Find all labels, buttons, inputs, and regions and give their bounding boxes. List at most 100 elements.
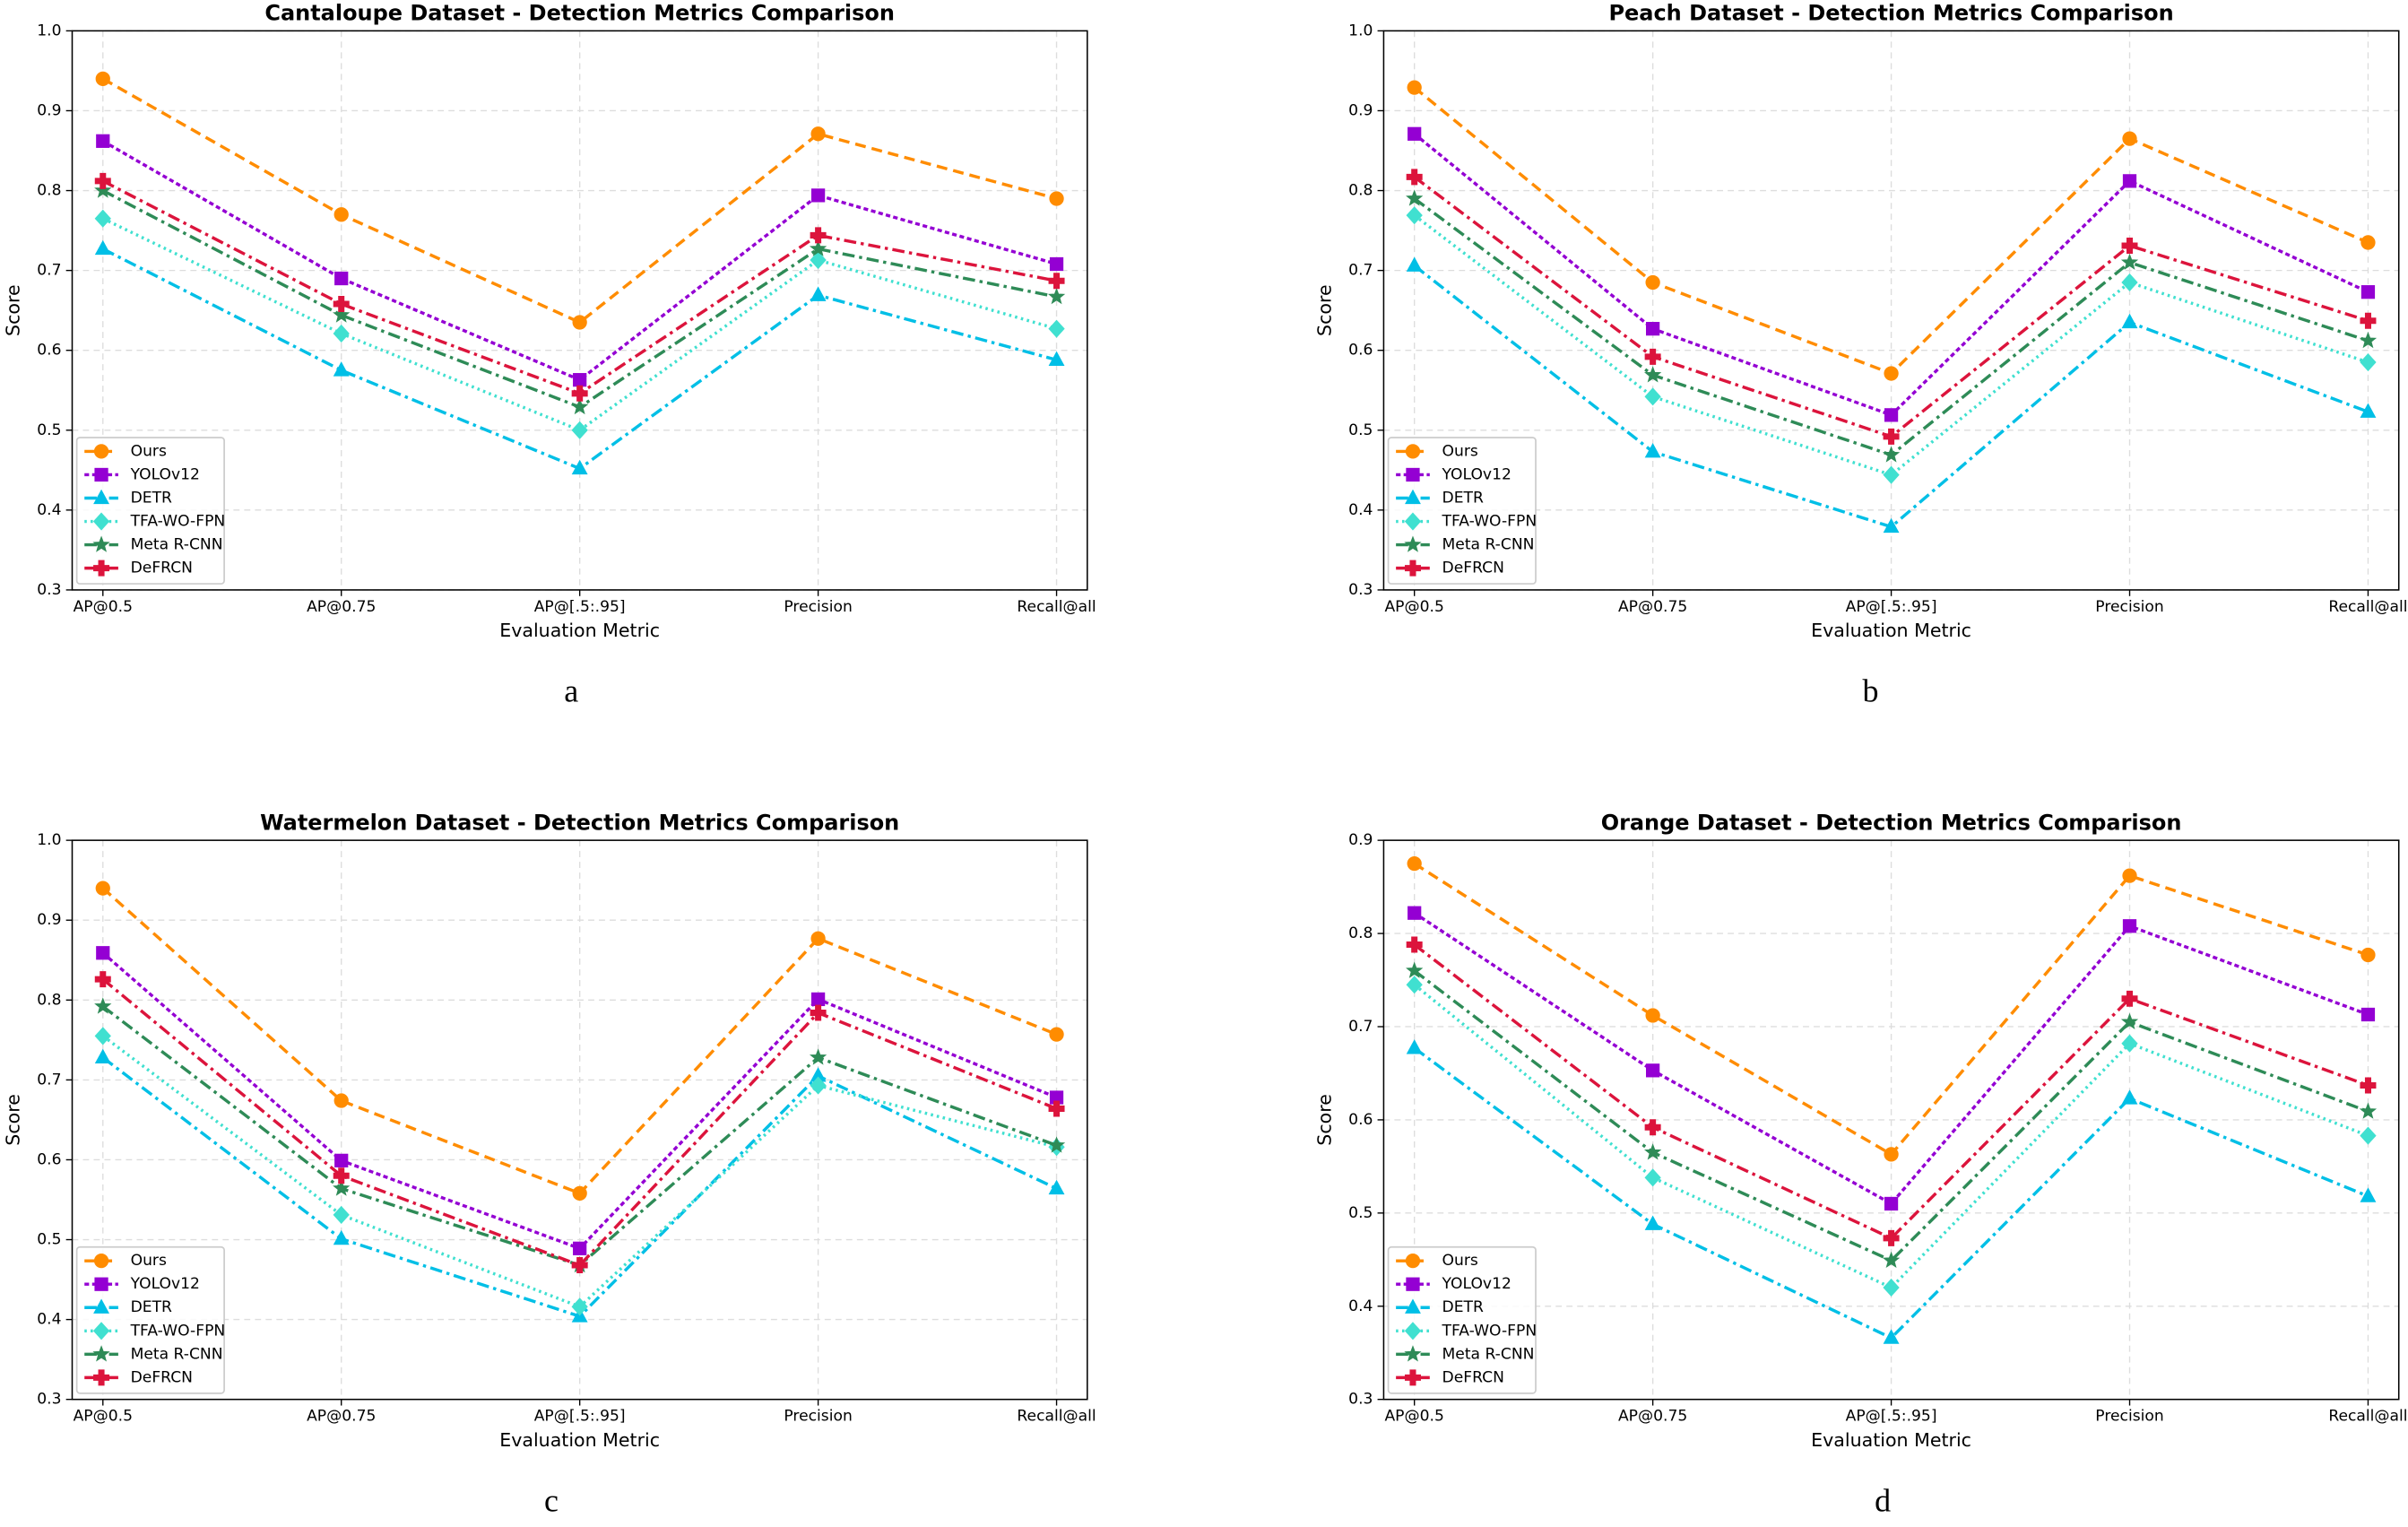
point-marker bbox=[334, 1153, 349, 1167]
y-tick-label: 0.8 bbox=[37, 182, 61, 200]
x-tick-label: AP@0.75 bbox=[307, 1408, 376, 1426]
point-marker bbox=[96, 134, 110, 148]
point-marker bbox=[573, 373, 587, 387]
x-tick-label: AP@[.5:.95] bbox=[534, 1408, 626, 1426]
legend-marker bbox=[93, 1254, 109, 1269]
caption: c bbox=[544, 1482, 559, 1518]
legend-marker bbox=[93, 1298, 110, 1314]
y-tick-label: 0.9 bbox=[1348, 101, 1373, 119]
point-marker bbox=[1407, 855, 1422, 872]
plot-frame bbox=[71, 839, 1088, 1401]
point-marker bbox=[2360, 235, 2376, 250]
point-marker bbox=[571, 385, 588, 402]
point-marker bbox=[810, 286, 827, 301]
x-axis-label: Evaluation Metric bbox=[499, 620, 660, 641]
y-tick-label: 0.6 bbox=[1348, 1111, 1373, 1129]
y-tick-label: 0.3 bbox=[1348, 1391, 1373, 1409]
y-tick-label: 0.5 bbox=[37, 1231, 61, 1249]
legend-label: DeFRCN bbox=[131, 560, 193, 577]
point-marker bbox=[1048, 319, 1065, 338]
point-marker bbox=[1882, 446, 1901, 463]
plot-frame bbox=[1382, 839, 2400, 1401]
legend-label: Ours bbox=[131, 442, 167, 460]
point-marker bbox=[1883, 465, 1900, 484]
legend-label: TFA-WO-FPN bbox=[130, 513, 226, 531]
legend-label: Ours bbox=[131, 1252, 167, 1270]
point-marker bbox=[2360, 353, 2377, 372]
series-line bbox=[1413, 213, 2369, 477]
legend-label: DETR bbox=[1442, 489, 1484, 507]
point-marker bbox=[1408, 126, 1422, 141]
chart-panel: 0.3 0.4 0.5 0.6 0.7 0.8 0.9 1.0 AP@0.5 AP@0.75 AP@… bbox=[1313, 1, 2407, 709]
legend-marker bbox=[93, 1369, 110, 1386]
point-marker bbox=[94, 1048, 111, 1064]
point-marker bbox=[571, 1297, 588, 1316]
point-marker bbox=[94, 997, 112, 1014]
y-tick-label: 1.0 bbox=[37, 22, 61, 39]
legend-marker bbox=[1406, 1277, 1420, 1291]
point-marker bbox=[1408, 906, 1422, 920]
legend-label: DeFRCN bbox=[1442, 1368, 1504, 1386]
y-tick-label: 0.5 bbox=[1348, 421, 1373, 439]
point-marker bbox=[1644, 443, 1661, 458]
legend-label: YOLOv12 bbox=[130, 465, 200, 483]
point-marker bbox=[810, 250, 827, 270]
x-tick-label: AP@0.5 bbox=[74, 598, 133, 616]
point-marker bbox=[1644, 366, 1662, 383]
point-marker bbox=[2121, 273, 2138, 292]
caption: d bbox=[1875, 1482, 1891, 1518]
point-marker bbox=[1645, 274, 1660, 291]
x-tick-label: AP@[.5:.95] bbox=[1846, 598, 1937, 616]
legend-marker bbox=[93, 560, 110, 577]
caption: b bbox=[1862, 673, 1878, 709]
point-marker bbox=[2360, 312, 2377, 329]
chart-title: Watermelon Dataset - Detection Metrics C… bbox=[260, 810, 899, 835]
point-marker bbox=[95, 71, 110, 86]
point-marker bbox=[1884, 1196, 1899, 1211]
y-tick-label: 0.6 bbox=[37, 342, 61, 360]
series-line bbox=[1413, 911, 2369, 1206]
point-marker bbox=[1883, 517, 1900, 534]
x-tick-label: AP@0.5 bbox=[1384, 1408, 1443, 1426]
point-marker bbox=[1406, 256, 1423, 272]
point-marker bbox=[1883, 1229, 1900, 1246]
plot-frame bbox=[71, 30, 1088, 591]
point-marker bbox=[572, 315, 587, 330]
x-axis-label: Evaluation Metric bbox=[499, 1429, 660, 1451]
point-marker bbox=[2360, 1187, 2377, 1202]
x-tick-label: AP@[.5:.95] bbox=[1846, 1408, 1937, 1426]
point-marker bbox=[333, 1205, 350, 1224]
chart-title: Cantaloupe Dataset - Detection Metrics C… bbox=[264, 1, 895, 26]
point-marker bbox=[333, 306, 351, 323]
point-marker bbox=[1407, 80, 1422, 95]
y-tick-label: 0.4 bbox=[1348, 501, 1373, 519]
legend-box bbox=[75, 437, 225, 585]
point-marker bbox=[1646, 322, 1660, 336]
y-tick-label: 0.3 bbox=[37, 1391, 61, 1409]
point-marker bbox=[334, 271, 349, 286]
point-marker bbox=[94, 209, 111, 228]
point-marker bbox=[1048, 273, 1065, 290]
x-tick-label: Precision bbox=[2095, 598, 2163, 616]
point-marker bbox=[1644, 1143, 1662, 1160]
legend-label: YOLOv12 bbox=[1442, 465, 1511, 483]
point-marker bbox=[571, 421, 588, 439]
x-tick-label: Recall@all bbox=[2328, 598, 2407, 616]
y-tick-label: 0.7 bbox=[1348, 262, 1373, 280]
legend-label: YOLOv12 bbox=[1442, 1275, 1511, 1293]
point-marker bbox=[2360, 947, 2376, 963]
legend-label: DeFRCN bbox=[131, 1368, 193, 1386]
point-marker bbox=[1406, 169, 1423, 186]
legend-marker bbox=[94, 467, 108, 482]
point-marker bbox=[2120, 1012, 2139, 1029]
legend-label: Ours bbox=[1442, 1252, 1478, 1270]
chart-panel: 0.3 0.4 0.5 0.6 0.7 0.8 0.9 AP@0.5 AP@0.75 AP@[.5… bbox=[1313, 810, 2407, 1518]
legend-box bbox=[1387, 437, 1537, 585]
x-tick-label: AP@0.75 bbox=[1618, 598, 1687, 616]
point-marker bbox=[1406, 189, 1424, 206]
point-marker bbox=[333, 207, 349, 222]
x-tick-label: Recall@all bbox=[2328, 1408, 2407, 1426]
point-marker bbox=[571, 397, 589, 415]
point-marker bbox=[573, 1241, 587, 1255]
